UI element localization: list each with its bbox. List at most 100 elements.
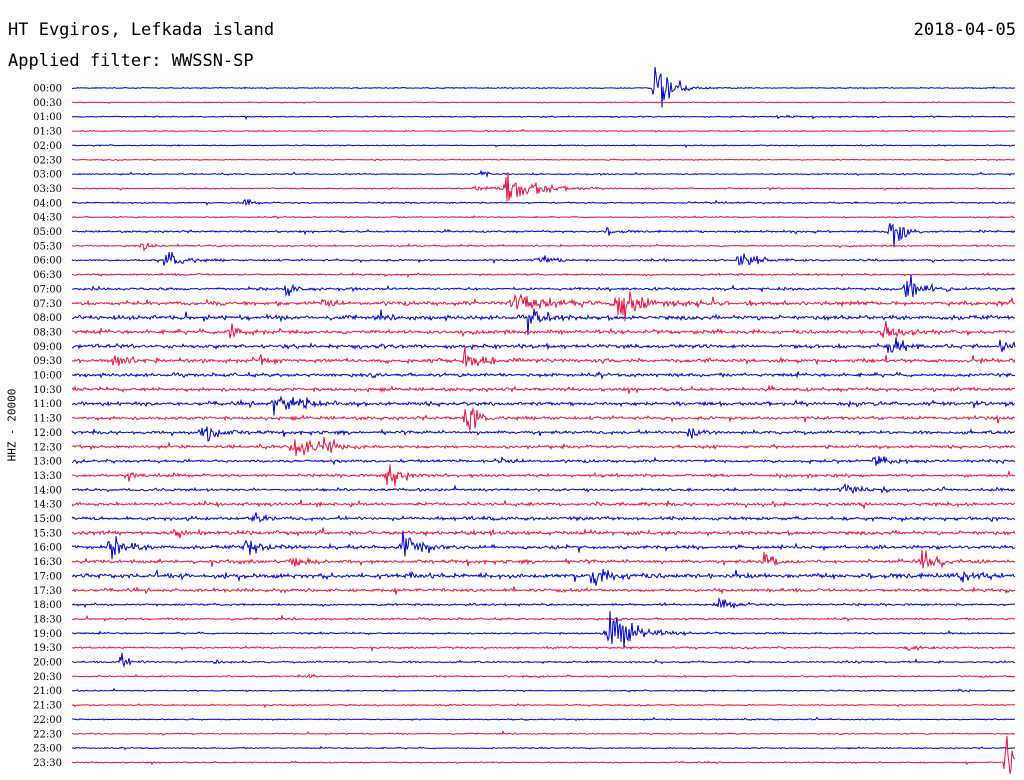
trace-line [71, 652, 1016, 669]
row-time-label: 00:00 [33, 84, 62, 95]
row-time-label: 15:30 [33, 528, 62, 539]
row-time-label: 06:00 [33, 256, 62, 267]
trace-line [71, 568, 1016, 586]
row-time-label: 11:30 [33, 414, 62, 425]
plot-date: 2018-04-05 [913, 20, 1016, 40]
trace-line [71, 736, 1016, 774]
row-time-label: 02:00 [33, 141, 62, 152]
trace-line [71, 128, 1016, 133]
row-time-label: 14:30 [33, 500, 62, 511]
row-time-label: 07:00 [33, 284, 62, 295]
trace-line [71, 346, 1016, 367]
trace-line [71, 198, 1016, 206]
row-time-label: 09:30 [33, 356, 62, 367]
row-time-label: 03:00 [33, 170, 62, 181]
row-time-label: 17:30 [33, 586, 62, 597]
station-title: HT Evgiros, Lefkada island [8, 20, 275, 40]
row-time-label: 02:30 [33, 155, 62, 166]
row-time-label: 15:00 [33, 514, 62, 525]
row-time-label: 05:30 [33, 241, 62, 252]
trace-line [71, 530, 1016, 560]
row-time-label: 12:00 [33, 428, 62, 439]
trace-line [71, 549, 1016, 569]
trace-line [71, 320, 1016, 339]
row-time-label: 06:30 [33, 270, 62, 281]
trace-line [71, 512, 1016, 523]
trace-line [71, 241, 1016, 252]
trace-line [71, 716, 1016, 722]
row-time-label: 03:30 [33, 184, 62, 195]
trace-line [71, 745, 1016, 751]
trace-line [71, 337, 1016, 353]
trace-line [71, 274, 1016, 298]
filter-label: Applied filter: WWSSN-SP [8, 51, 254, 71]
trace-line [71, 370, 1016, 380]
trace-line [71, 729, 1016, 736]
trace-line [71, 499, 1016, 511]
trace-line [71, 114, 1016, 120]
row-time-label: 11:00 [33, 399, 62, 410]
row-time-label: 16:00 [33, 543, 62, 554]
row-time-label: 20:00 [33, 658, 62, 669]
trace-line [71, 291, 1016, 322]
row-time-label: 23:30 [33, 758, 62, 769]
trace-line [71, 527, 1016, 539]
trace-line [71, 464, 1016, 487]
trace-line [71, 673, 1015, 679]
row-time-label: 14:00 [33, 485, 62, 496]
trace-line [71, 271, 1016, 278]
trace-line [71, 611, 1016, 649]
row-time-label: 07:30 [33, 299, 62, 310]
row-time-label: 22:00 [33, 715, 62, 726]
row-time-label: 20:30 [33, 672, 62, 683]
trace-line [71, 251, 1016, 266]
row-time-label: 17:00 [33, 571, 62, 582]
trace-line [71, 308, 1016, 335]
trace-line [71, 395, 1016, 416]
trace-line [71, 436, 1016, 457]
row-time-label: 09:00 [33, 342, 62, 353]
row-time-label: 05:00 [33, 227, 62, 238]
trace-line [72, 645, 1016, 652]
row-time-label: 19:30 [33, 643, 62, 654]
row-time-label: 01:00 [33, 112, 62, 123]
row-time-label: 18:30 [33, 614, 62, 625]
row-time-label: 08:30 [33, 327, 62, 338]
row-time-label: 23:00 [33, 744, 62, 755]
trace-line [71, 158, 1016, 162]
row-time-label: 13:00 [33, 457, 62, 468]
trace-line [71, 596, 1016, 609]
trace-line [71, 143, 1016, 149]
row-time-label: 10:30 [33, 385, 62, 396]
trace-line [71, 703, 1016, 709]
row-time-label: 16:30 [33, 557, 62, 568]
trace-line [71, 223, 1016, 248]
trace-line [71, 172, 1016, 202]
trace-line [71, 687, 1016, 693]
row-time-label: 01:30 [33, 127, 62, 138]
row-time-label: 13:30 [33, 471, 62, 482]
row-time-label: 00:30 [33, 98, 62, 109]
trace-line [71, 426, 1015, 442]
trace-line [71, 67, 1016, 108]
trace-line [71, 100, 1016, 105]
trace-line [71, 406, 1016, 431]
trace-line [71, 586, 1016, 595]
row-time-label: 21:30 [33, 701, 62, 712]
row-time-label: 21:00 [33, 686, 62, 697]
row-time-label: 19:00 [33, 629, 62, 640]
trace-line [71, 483, 1016, 495]
trace-line [71, 215, 1015, 220]
row-time-label: 10:00 [33, 371, 62, 382]
trace-line [71, 384, 1015, 394]
trace-line [71, 455, 1016, 466]
trace-line [71, 169, 1016, 179]
row-time-label: 08:00 [33, 313, 62, 324]
row-time-label: 12:30 [33, 442, 62, 453]
trace-line [71, 614, 1016, 622]
row-time-label: 04:30 [33, 213, 62, 224]
row-time-label: 18:00 [33, 600, 62, 611]
row-time-label: 04:00 [33, 198, 62, 209]
row-time-label: 22:30 [33, 729, 62, 740]
